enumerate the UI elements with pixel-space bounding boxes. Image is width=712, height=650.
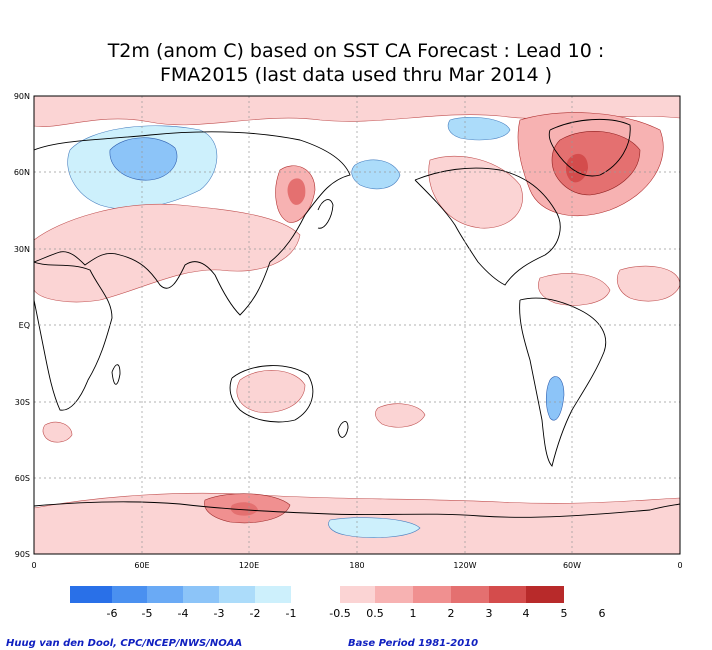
colorbar-swatch: [70, 586, 112, 603]
colorbar-swatch: [526, 586, 564, 603]
south-america-cold: [545, 376, 565, 421]
australia-coastline: [229, 365, 314, 423]
north-pacific-cold: [351, 159, 401, 190]
colorbar-swatch: [413, 586, 451, 603]
colorbar-swatch: [112, 586, 147, 603]
colorbar-label: 1: [410, 607, 417, 620]
lat-label: 30S: [15, 398, 30, 407]
colorbar-label: 2: [448, 607, 455, 620]
lat-label: 60N: [14, 168, 30, 177]
lon-label: 60E: [134, 561, 149, 570]
longitude-labels: 0 60E 120E 180 120W 60W 0: [31, 561, 682, 570]
antarctic-cold-spot: [328, 517, 421, 538]
lat-label: EQ: [19, 321, 30, 330]
colorbar-label: 0.5: [366, 607, 384, 620]
colorbar-swatch: [451, 586, 489, 603]
antarctic-warm-peak: [230, 502, 258, 516]
colorbar-swatch: [340, 586, 375, 603]
north-america-coastline: [414, 167, 561, 286]
colorbar-label: 3: [486, 607, 493, 620]
map-frame: [33, 95, 681, 555]
lat-label: 60S: [15, 474, 30, 483]
colorbar-label: -5: [142, 607, 153, 620]
north-atlantic-warm-peak: [565, 153, 588, 183]
base-period-text: Base Period 1981-2010: [348, 638, 479, 649]
siberia-cold-core: [109, 137, 178, 181]
antarctica-coastline: [34, 501, 680, 518]
colorbar-swatch: [291, 586, 340, 603]
north-america-warm: [428, 155, 523, 229]
colorbar-label: -2: [250, 607, 261, 620]
lat-label: 30N: [14, 245, 30, 254]
east-asia-warm-core: [287, 178, 306, 205]
colorbar-swatch: [219, 586, 255, 603]
coastlines: [34, 118, 680, 518]
colorbar-swatch: [183, 586, 219, 603]
madagascar-coastline: [111, 364, 121, 385]
africa-warm: [617, 265, 680, 302]
lat-label: 90N: [14, 92, 30, 101]
tropical-atlantic-warm: [538, 273, 611, 306]
map-title-line-2: FMA2015 (last data used thru Mar 2014 ): [159, 64, 553, 86]
africa-coastline: [34, 261, 113, 411]
colorbar-label: 6: [599, 607, 606, 620]
pacific-warm-spot: [375, 403, 426, 428]
eurasia-coastline: [34, 131, 351, 316]
colorbar-label: -4: [178, 607, 189, 620]
lon-label: 180: [349, 561, 364, 570]
colorbar-label: -0.5: [329, 607, 350, 620]
colorbar: [70, 586, 564, 603]
lon-label: 120W: [453, 561, 476, 570]
colorbar-label: 5: [561, 607, 568, 620]
colorbar-swatch: [375, 586, 413, 603]
latitude-labels: 90N 60N 30N EQ 30S 60S 90S: [14, 92, 30, 559]
colorbar-label: 4: [523, 607, 530, 620]
colorbar-swatch: [489, 586, 526, 603]
japan-coastline: [317, 199, 334, 229]
south-america-coastline: [519, 297, 607, 467]
arctic-canada-cold: [447, 116, 511, 141]
lon-label: 120E: [239, 561, 259, 570]
credit-text: Huug van den Dool, CPC/NCEP/NWS/NOAA: [6, 638, 243, 649]
map-title-line-1: T2m (anom C) based on SST CA Forecast : …: [107, 40, 605, 62]
lon-label: 0: [31, 561, 36, 570]
colorbar-label: -6: [107, 607, 118, 620]
indian-ocean-warm-spot: [42, 421, 73, 443]
australia-warm: [236, 370, 306, 413]
lon-label: 0: [677, 561, 682, 570]
greenland-coastline: [548, 118, 631, 177]
graticule: [34, 96, 680, 554]
new-zealand-coastline: [337, 421, 349, 438]
colorbar-swatch: [147, 586, 183, 603]
colorbar-swatch: [255, 586, 291, 603]
colorbar-label: -1: [286, 607, 297, 620]
lon-label: 60W: [563, 561, 581, 570]
lat-label: 90S: [15, 550, 30, 559]
eurasia-warm-region: [34, 203, 301, 303]
colorbar-label: -3: [214, 607, 225, 620]
colorbar-labels: -6 -5 -4 -3 -2 -1 -0.5 0.5 1 2 3 4 5 6: [107, 607, 606, 620]
